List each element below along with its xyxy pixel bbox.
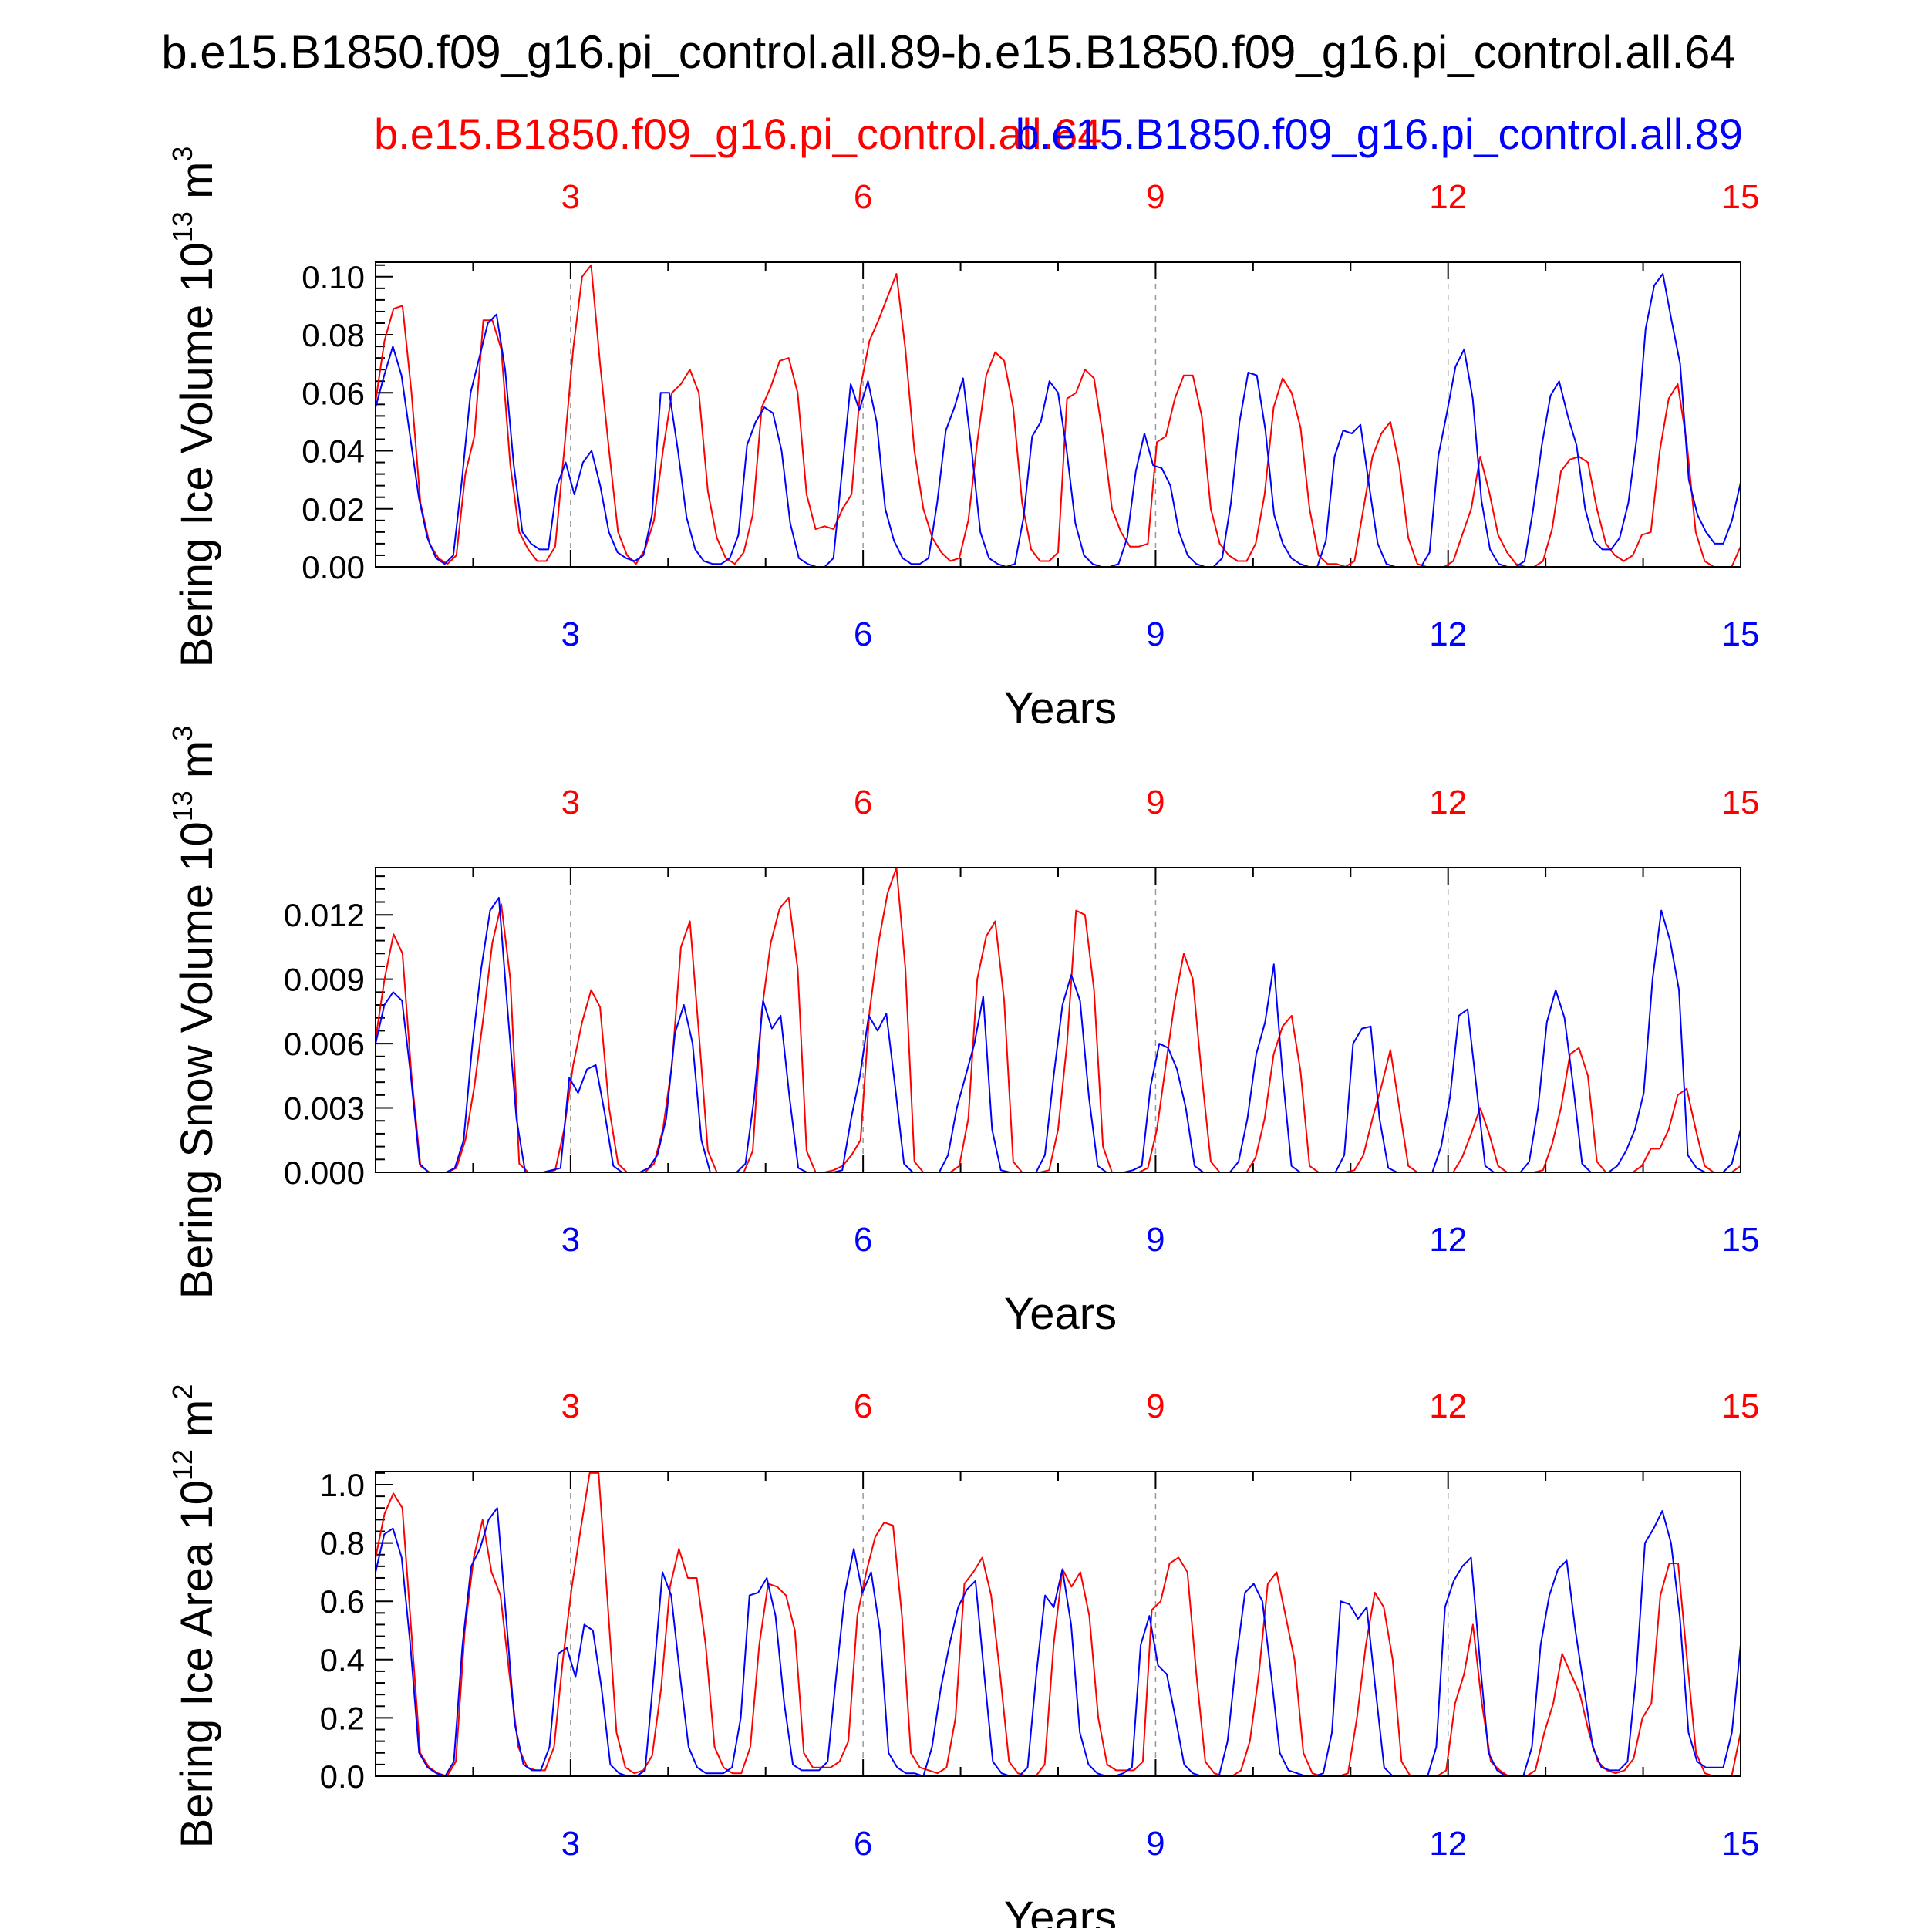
x-tick-label-bottom: 9: [1146, 615, 1165, 653]
legend-label-red: b.e15.B1850.f09_g16.pi_control.all.64: [374, 110, 1101, 158]
y-tick-label: 0.0: [320, 1758, 365, 1795]
y-tick-label: 0.10: [302, 259, 365, 295]
y-tick-label: 0.2: [320, 1700, 365, 1736]
series-line-red: [376, 868, 1741, 1172]
x-tick-label-top: 12: [1429, 1387, 1467, 1425]
x-tick-label-top: 9: [1146, 1387, 1165, 1425]
y-tick-label: 0.4: [320, 1642, 365, 1678]
y-tick-label: 0.06: [302, 375, 365, 411]
x-tick-label-bottom: 15: [1722, 615, 1760, 653]
series-group: [376, 868, 1741, 1172]
plot-frame: [375, 1471, 1741, 1777]
y-tick-label: 0.003: [284, 1091, 365, 1127]
y-tick-label: 0.08: [302, 317, 365, 353]
y-tick-label: 0.000: [284, 1155, 365, 1191]
plot-frame: [375, 867, 1741, 1173]
x-tick-label-bottom: 9: [1146, 1221, 1165, 1259]
x-tick-label-bottom: 6: [854, 1825, 872, 1863]
chart-panels: 0.000.020.040.060.080.1033669912121515Ye…: [167, 147, 1760, 1932]
x-tick-label-top: 15: [1722, 1387, 1760, 1425]
y-tick-label: 0.04: [302, 433, 365, 470]
x-tick-label-top: 3: [561, 784, 580, 821]
x-tick-label-bottom: 3: [561, 615, 580, 653]
x-tick-label-bottom: 3: [561, 1221, 580, 1259]
x-tick-label-bottom: 6: [854, 1221, 872, 1259]
x-tick-label-bottom: 15: [1722, 1221, 1760, 1259]
series-group: [376, 1472, 1741, 1776]
legend-label-blue: b.e15.B1850.f09_g16.pi_control.all.89: [1016, 110, 1743, 158]
y-axis-label: Bering Ice Area 1012 m2: [167, 1384, 222, 1849]
x-tick-label-bottom: 9: [1146, 1825, 1165, 1863]
y-tick-label: 0.009: [284, 962, 365, 998]
x-tick-label-bottom: 12: [1429, 1825, 1467, 1863]
y-tick-label: 0.012: [284, 897, 365, 933]
y-axis-label: Bering Snow Volume 1013 m3: [167, 726, 222, 1300]
x-tick-label-top: 15: [1722, 784, 1760, 821]
x-tick-label-top: 3: [561, 1387, 580, 1425]
chart-panel-1: 0.00 0.02 0.04 0.06 0.08 0.10 3 3 6 6 9 9 12 12 15 15 Ye…: [167, 147, 1759, 733]
y-axis-label: Bering Ice Volume 1013 m3: [167, 147, 222, 668]
series-line-blue: [376, 896, 1741, 1172]
plot-frame: [375, 261, 1741, 568]
y-tick-label: 0.006: [284, 1026, 365, 1062]
x-tick-label-bottom: 12: [1429, 1221, 1467, 1259]
x-tick-label-top: 9: [1146, 784, 1165, 821]
x-tick-label-bottom: 3: [561, 1825, 580, 1863]
x-tick-label-bottom: 6: [854, 615, 872, 653]
x-tick-label-bottom: 15: [1722, 1825, 1760, 1863]
series-group: [376, 264, 1741, 567]
x-tick-label-top: 12: [1429, 178, 1467, 216]
series-line-red: [376, 1472, 1741, 1776]
chart-panel-3: 0.0 0.2 0.4 0.6 0.8 1.0 3 3 6 6 9 9 12 12 15 15 Years Ber…: [167, 1384, 1760, 1932]
chart-panel-2: 0.000 0.003 0.006 0.009 0.012 3 3 6 6 9 9 12 12 15 15 Y…: [167, 726, 1759, 1339]
series-line-blue: [376, 273, 1741, 567]
x-tick-label-top: 15: [1722, 178, 1760, 216]
x-tick-label-top: 9: [1146, 178, 1165, 216]
x-axis-label: Years: [1004, 1893, 1117, 1928]
x-tick-label-bottom: 12: [1429, 615, 1467, 653]
series-line-red: [376, 264, 1741, 567]
y-tick-label: 0.00: [302, 549, 365, 585]
y-tick-label: 0.02: [302, 491, 365, 528]
x-tick-label-top: 6: [854, 784, 872, 821]
x-tick-label-top: 6: [854, 1387, 872, 1425]
y-tick-label: 0.8: [320, 1526, 365, 1562]
x-tick-label-top: 3: [561, 178, 580, 216]
x-tick-label-top: 6: [854, 178, 872, 216]
x-axis-label: Years: [1004, 683, 1117, 733]
figure-title: b.e15.B1850.f09_g16.pi_control.all.89-b.…: [161, 26, 1736, 78]
x-axis-label: Years: [1004, 1289, 1117, 1339]
y-tick-label: 1.0: [320, 1467, 365, 1503]
series-line-blue: [376, 1507, 1741, 1776]
y-tick-label: 0.6: [320, 1583, 365, 1620]
x-tick-label-top: 12: [1429, 784, 1467, 821]
